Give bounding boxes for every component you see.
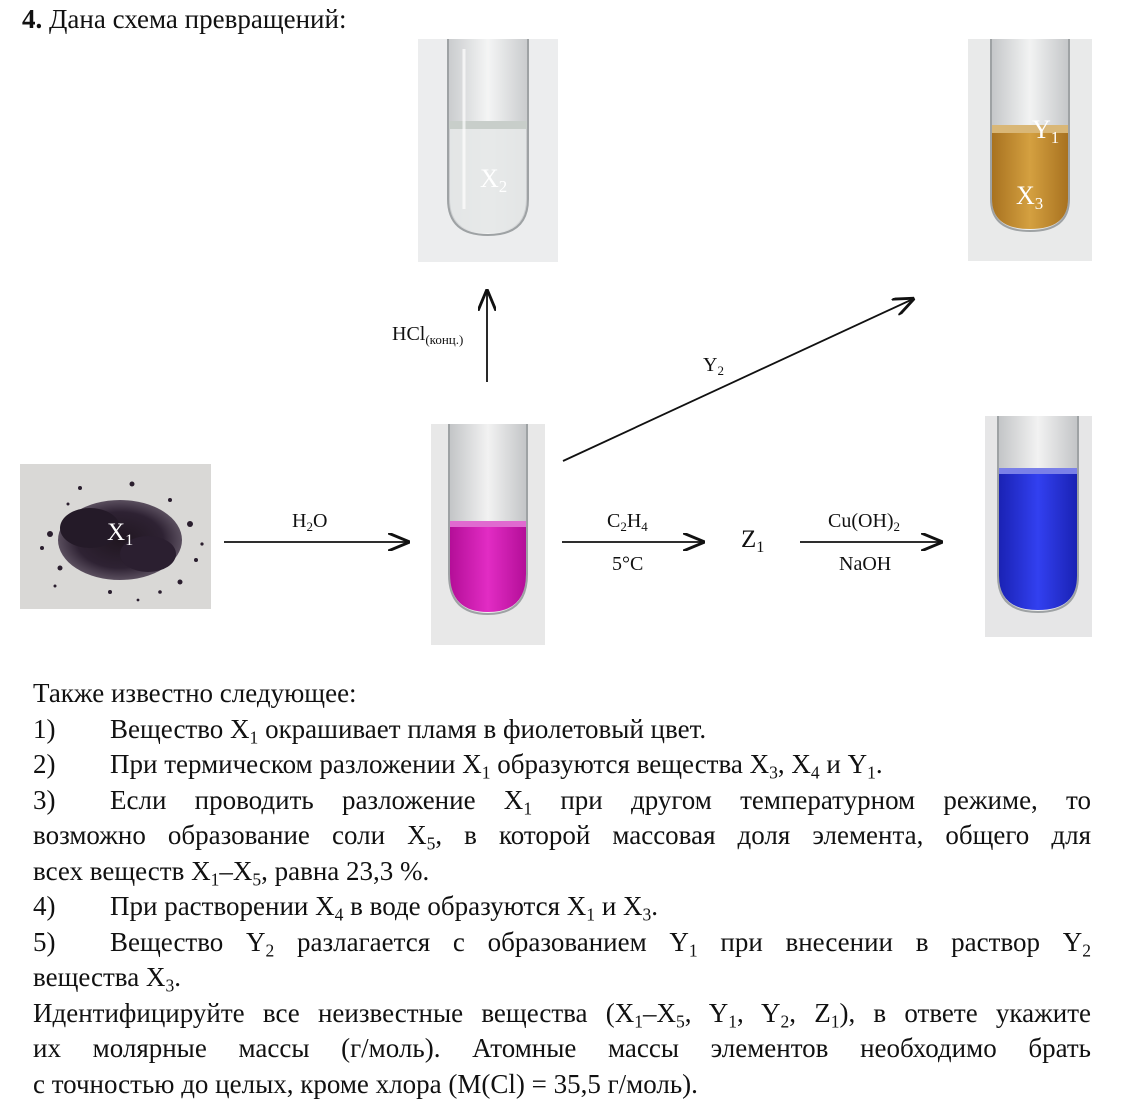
cuoh2-label: Cu(OH)2 (828, 510, 901, 534)
x2-tube-photo: X2 (418, 39, 558, 262)
x1-powder-photo: X1 (20, 464, 211, 609)
hcl-label: HCl(конц.) (392, 323, 464, 347)
problem-number: 4. (22, 4, 43, 34)
blue-tube-drawing (997, 416, 1079, 614)
condition-1: 1) Вещество X1 окрашивает пламя в фиолето… (33, 713, 707, 747)
powder-drawing (40, 481, 204, 602)
task-line-1: Идентифицируйте все неизвестные вещества… (33, 997, 1091, 1031)
reaction-arrows (224, 0, 1138, 660)
temperature-label: 5°C (612, 553, 644, 575)
x2-label: X2 (480, 164, 508, 197)
intro-line: Также известно следующее: (33, 678, 357, 708)
condition-4: 4) При растворении X4 в воде образуются X… (33, 891, 659, 925)
condition-2: 2) При термическом разложении X1 образуют… (33, 749, 883, 783)
x2-tube-drawing (447, 39, 529, 237)
z1-label: Z1 (741, 526, 765, 556)
task-line-3: с точностью до целых, кроме хлора (M(Cl)… (33, 1068, 698, 1099)
h2o-label: H2O (292, 510, 328, 534)
naoh-label: NaOH (839, 553, 892, 575)
x1-label: X1 (107, 519, 134, 549)
magenta-tube-photo (431, 424, 545, 645)
y2-arrow (562, 299, 913, 462)
y1-label: Y1 (1032, 115, 1060, 148)
x3-tube-drawing (990, 39, 1070, 233)
blue-tube-photo (985, 416, 1092, 637)
condition-3-cont-1: возможно образование соли X5, в которой … (33, 820, 1091, 854)
x3-y1-tube-photo: Y1 X3 (968, 39, 1092, 261)
conditions-text: Также известно следующее: 1) Вещество X1 … (33, 676, 1091, 1102)
condition-3: 3) Если проводить разложение X1 при друго… (33, 784, 1091, 818)
condition-5: 5) Вещество Y2 разлагается с образованием… (33, 926, 1091, 960)
condition-3-cont-2: всех веществ X1–X5, равна 23,3 %. (33, 855, 430, 889)
magenta-tube-drawing (448, 424, 528, 616)
problem-title: 4. Дана схема превращений: (22, 4, 346, 35)
task-line-2: их молярные массы (г/моль). Атомные масс… (33, 1033, 1091, 1063)
c2h4-label: C2H4 (607, 510, 648, 534)
x3-label: X3 (1016, 181, 1044, 214)
condition-5-cont: вещества X3. (33, 962, 181, 996)
problem-heading: Дана схема превращений: (42, 4, 347, 34)
y2-label: Y2 (703, 354, 724, 378)
